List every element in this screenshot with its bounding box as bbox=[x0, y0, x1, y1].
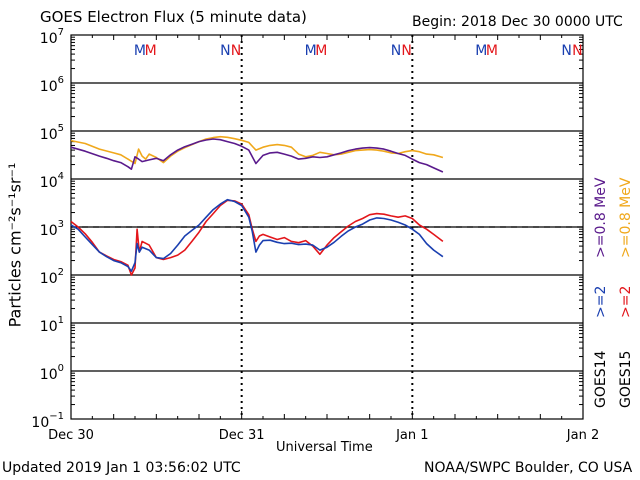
chart-title: GOES Electron Flux (5 minute data) bbox=[40, 8, 307, 26]
x-tick-label: Jan 1 bbox=[395, 428, 428, 443]
y-tick-label: 100 bbox=[40, 363, 64, 383]
local-time-marker: N bbox=[231, 43, 241, 59]
local-time-marker: N bbox=[572, 43, 582, 59]
series-line bbox=[70, 135, 444, 165]
local-time-marker: M bbox=[315, 43, 327, 59]
begin-time: Begin: 2018 Dec 30 0000 UTC bbox=[412, 14, 623, 30]
local-time-marker: M bbox=[475, 43, 487, 59]
series-line bbox=[70, 138, 444, 173]
legend-entry: >=2 bbox=[593, 286, 609, 318]
y-tick-label: 103 bbox=[40, 219, 64, 239]
local-time-marker: N bbox=[561, 43, 571, 59]
x-tick-label: Dec 31 bbox=[219, 428, 265, 443]
y-tick-label: 104 bbox=[40, 171, 64, 191]
updated-timestamp: Updated 2019 Jan 1 03:56:02 UTC bbox=[2, 460, 241, 476]
legend-entry: GOES15 bbox=[618, 351, 634, 408]
local-time-marker: N bbox=[391, 43, 401, 59]
local-time-marker: M bbox=[305, 43, 317, 59]
local-time-marker: M bbox=[486, 43, 498, 59]
x-tick-label: Jan 2 bbox=[566, 428, 599, 443]
y-tick-labels: 107 106 105 104 103 102 101 100 10−1 bbox=[31, 27, 64, 431]
legend: >=2 >=2 >=0.8 MeV >=0.8 MeV GOES14 GOES15 bbox=[593, 177, 634, 408]
y-tick-label: 107 bbox=[40, 27, 64, 47]
local-time-marker: M bbox=[134, 43, 146, 59]
local-time-markers: MM N N MM N N MM N N bbox=[134, 43, 583, 59]
local-time-marker: N bbox=[220, 43, 230, 59]
series-line bbox=[70, 198, 444, 273]
legend-entry: >=0.8 MeV bbox=[618, 177, 634, 258]
x-tick-labels: Dec 30 Dec 31 Jan 1 Jan 2 bbox=[48, 428, 599, 443]
y-tick-label: 10−1 bbox=[31, 411, 64, 431]
y-axis-title: Particles cm⁻²s⁻¹sr⁻¹ bbox=[5, 162, 25, 328]
y-tick-label: 106 bbox=[40, 75, 64, 95]
series-lines bbox=[70, 135, 444, 276]
decade-gridlines bbox=[70, 35, 584, 419]
x-tick-label: Dec 30 bbox=[48, 428, 94, 443]
legend-entry: >=2 bbox=[618, 286, 634, 318]
local-time-marker: N bbox=[401, 43, 411, 59]
x-axis-title: Universal Time bbox=[276, 440, 373, 455]
y-tick-label: 101 bbox=[40, 315, 64, 335]
legend-entry: GOES14 bbox=[593, 350, 609, 408]
y-tick-label: 102 bbox=[40, 267, 64, 287]
legend-entry: >=0.8 MeV bbox=[593, 177, 609, 258]
day-boundary-markers bbox=[240, 35, 414, 419]
credit-label: NOAA/SWPC Boulder, CO USA bbox=[424, 460, 633, 476]
y-tick-label: 105 bbox=[40, 123, 64, 143]
local-time-marker: M bbox=[145, 43, 157, 59]
